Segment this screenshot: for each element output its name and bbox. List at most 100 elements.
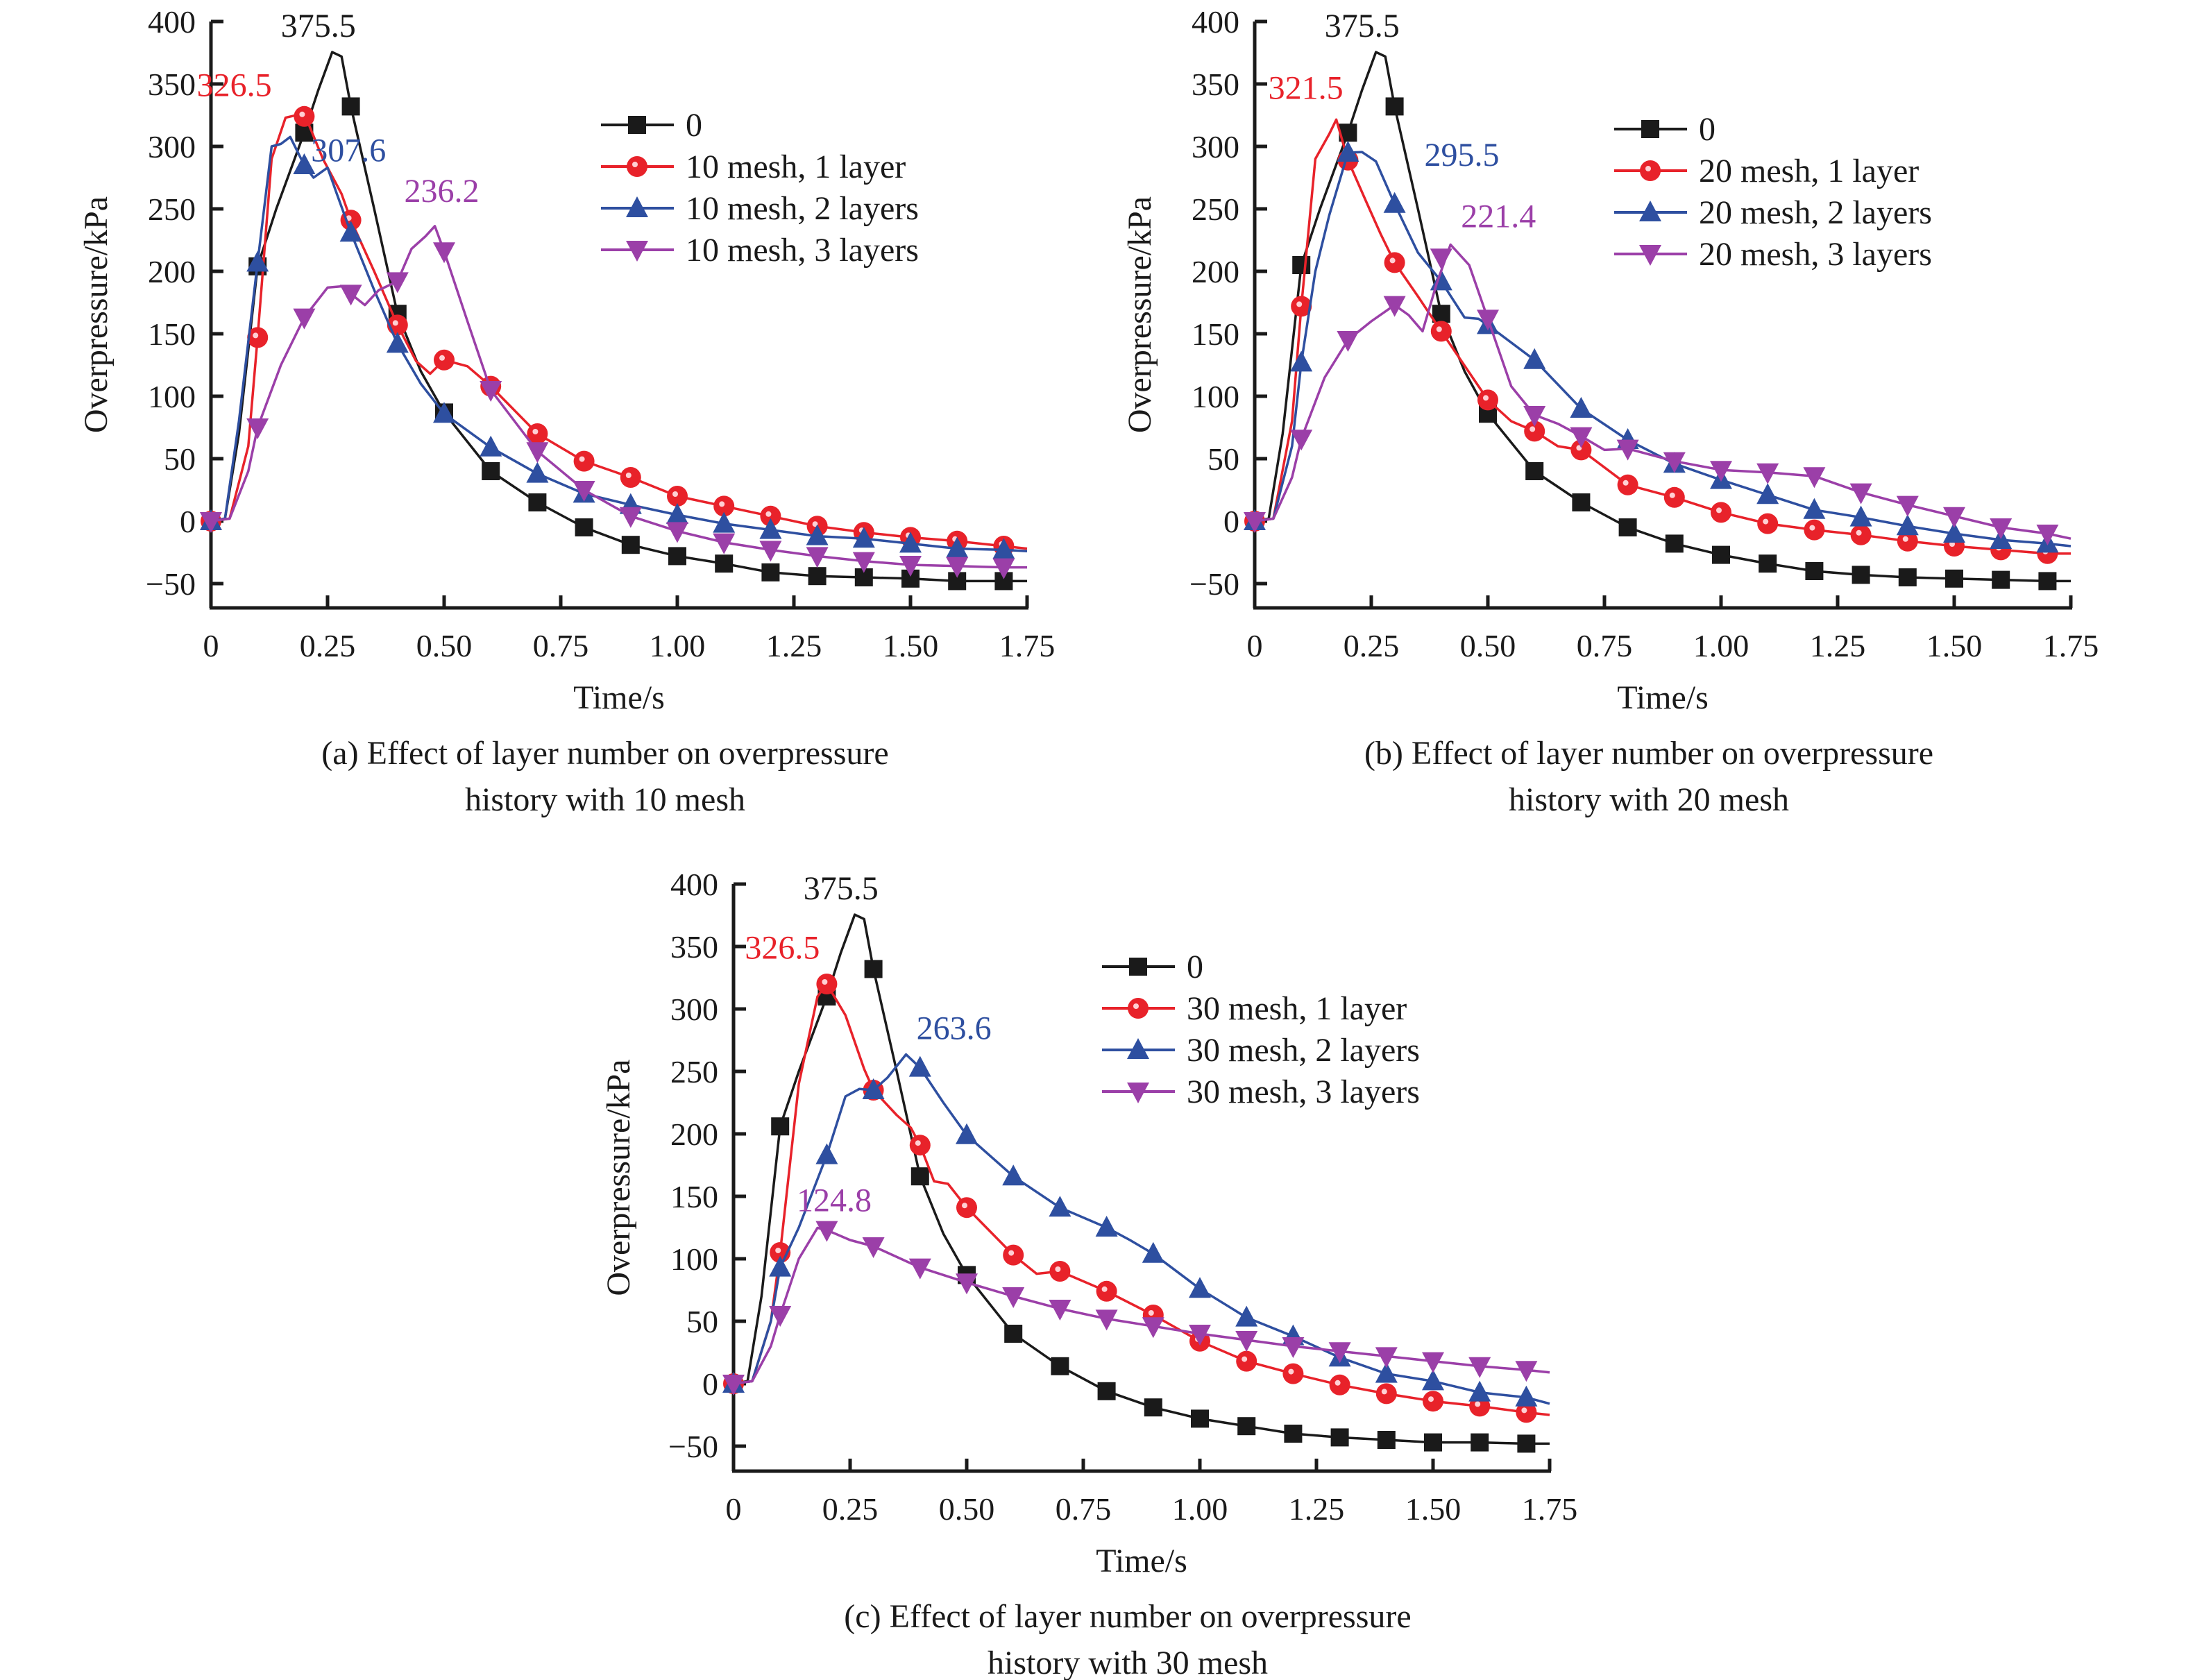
data-point-triangle-down bbox=[1523, 406, 1546, 427]
y-tick-label: 250 bbox=[670, 1054, 718, 1089]
data-point-circle bbox=[1423, 1391, 1443, 1412]
data-point-triangle-down bbox=[1896, 495, 1919, 517]
data-point-triangle-down bbox=[386, 272, 409, 294]
figure-caption-line1: (b) Effect of layer number on overpressu… bbox=[1364, 735, 1933, 772]
data-point-square bbox=[528, 493, 547, 511]
data-point-triangle-up bbox=[1803, 498, 1826, 519]
y-tick-label: 0 bbox=[1223, 504, 1239, 539]
data-point-triangle-down bbox=[852, 552, 875, 573]
marker-highlight bbox=[1483, 395, 1489, 401]
y-axis-title: Overpressure/kPa bbox=[1121, 196, 1158, 433]
data-point-triangle-down bbox=[1803, 467, 1826, 489]
x-tick-label: 1.25 bbox=[766, 628, 822, 663]
legend-marker-triangle-up bbox=[1639, 201, 1661, 221]
y-tick-label: 100 bbox=[148, 379, 196, 414]
data-point-circle bbox=[1570, 439, 1592, 461]
data-point-triangle-up bbox=[433, 402, 455, 423]
x-tick-label: 1.00 bbox=[650, 628, 706, 663]
x-axis-title: Time/s bbox=[1096, 1543, 1187, 1579]
data-point-square bbox=[715, 554, 734, 573]
marker-highlight bbox=[1809, 525, 1815, 531]
x-tick-label: 0.75 bbox=[533, 628, 589, 663]
y-tick-label: 50 bbox=[164, 441, 196, 477]
data-point-square bbox=[1471, 1433, 1489, 1452]
data-point-triangle-up bbox=[1142, 1241, 1164, 1263]
marker-highlight bbox=[1763, 518, 1769, 525]
data-point-square bbox=[1945, 569, 1963, 588]
data-point-circle bbox=[1804, 519, 1825, 541]
data-point-circle bbox=[760, 505, 781, 527]
data-point-circle bbox=[956, 1197, 977, 1219]
legend-item: 20 mesh, 2 layers bbox=[1614, 194, 1932, 231]
peak-value-label: 263.6 bbox=[917, 1010, 992, 1047]
data-point-triangle-down bbox=[1328, 1342, 1351, 1364]
x-tick-label: 1.50 bbox=[1926, 628, 1983, 663]
legend-marker-circle bbox=[627, 156, 647, 177]
data-point-square bbox=[1517, 1434, 1536, 1453]
data-point-square bbox=[2038, 572, 2057, 591]
data-point-square bbox=[668, 547, 686, 566]
x-tick-label: 1.50 bbox=[1405, 1491, 1461, 1527]
x-tick-label: 1.00 bbox=[1693, 628, 1749, 663]
data-point-circle bbox=[1430, 321, 1452, 342]
data-point-triangle-up bbox=[1943, 522, 1965, 543]
legend-label: 0 bbox=[1187, 949, 1203, 985]
legend-label: 10 mesh, 1 layer bbox=[686, 149, 906, 185]
legend-label: 10 mesh, 2 layers bbox=[686, 190, 919, 227]
data-point-triangle-up bbox=[1756, 483, 1779, 504]
data-point-circle bbox=[1757, 513, 1779, 534]
y-tick-label: 50 bbox=[686, 1304, 718, 1339]
marker-highlight bbox=[1133, 1003, 1139, 1009]
data-point-triangle-down bbox=[1663, 452, 1686, 473]
x-tick-label: 0 bbox=[726, 1491, 742, 1527]
data-point-triangle-up bbox=[1515, 1385, 1538, 1407]
marker-highlight bbox=[1856, 529, 1862, 536]
marker-highlight bbox=[1101, 1286, 1108, 1292]
series-line bbox=[210, 135, 1028, 552]
peak-value-label: 236.2 bbox=[405, 173, 480, 210]
legend-marker-triangle-down bbox=[1639, 245, 1661, 266]
legend-marker-triangle-up bbox=[626, 196, 648, 217]
y-tick-label: 300 bbox=[1192, 129, 1239, 164]
legend-item: 20 mesh, 1 layer bbox=[1614, 153, 1919, 189]
legend-item: 10 mesh, 3 layers bbox=[601, 232, 919, 269]
marker-highlight bbox=[1428, 1396, 1434, 1402]
marker-highlight bbox=[775, 1248, 781, 1253]
data-point-circle bbox=[1384, 252, 1405, 273]
x-tick-label: 0.50 bbox=[939, 1491, 995, 1527]
series-30-mesh-3-layers bbox=[722, 1221, 1550, 1395]
series-20-mesh-2-layers bbox=[1244, 141, 2071, 553]
data-point-circle bbox=[1291, 296, 1312, 317]
data-point-triangle-up bbox=[769, 1255, 792, 1277]
data-point-triangle-down bbox=[1142, 1317, 1164, 1339]
data-point-circle bbox=[573, 450, 595, 472]
data-point-circle bbox=[1236, 1350, 1257, 1372]
legend-item: 20 mesh, 3 layers bbox=[1614, 236, 1932, 273]
data-point-circle bbox=[909, 1135, 931, 1156]
peak-value-label: 375.5 bbox=[1325, 8, 1400, 44]
data-point-triangle-down bbox=[666, 522, 688, 543]
data-point-triangle-down bbox=[2036, 525, 2059, 545]
data-point-triangle-up bbox=[246, 251, 269, 272]
x-tick-label: 0.25 bbox=[822, 1491, 879, 1527]
data-point-triangle-down bbox=[1049, 1300, 1071, 1321]
legend-marker-triangle-down bbox=[1127, 1083, 1149, 1103]
data-point-triangle-up bbox=[1049, 1196, 1071, 1217]
data-point-square bbox=[621, 536, 640, 554]
data-point-triangle-down bbox=[480, 381, 502, 402]
data-point-square bbox=[808, 567, 827, 586]
marker-highlight bbox=[1296, 301, 1303, 307]
peak-value-label: 321.5 bbox=[1269, 69, 1344, 106]
data-point-triangle-down bbox=[200, 512, 222, 533]
y-tick-label: 250 bbox=[1192, 192, 1239, 227]
data-point-triangle-down bbox=[433, 242, 455, 264]
y-tick-label: −50 bbox=[668, 1429, 718, 1464]
data-point-triangle-down bbox=[899, 556, 922, 577]
y-tick-label: 100 bbox=[670, 1241, 718, 1277]
data-point-triangle-up bbox=[992, 538, 1015, 559]
data-point-triangle-down bbox=[293, 308, 316, 330]
legend: 0 30 mesh, 1 layer 30 mesh, 2 layers 30 mes… bbox=[1102, 949, 1420, 1110]
data-point-triangle-up bbox=[946, 536, 969, 558]
